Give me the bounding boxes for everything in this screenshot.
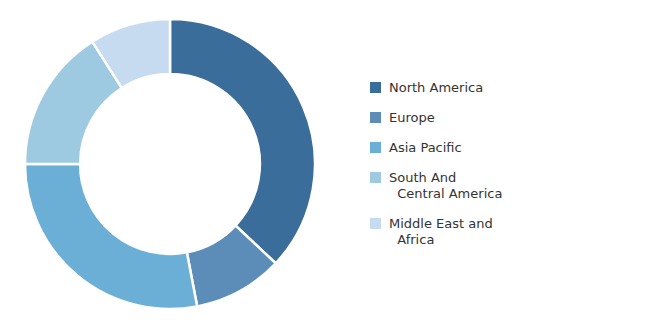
legend-label-line: Asia Pacific [389, 140, 462, 155]
slice [187, 226, 276, 307]
slice [170, 19, 315, 263]
legend-swatch [370, 218, 381, 229]
legend-label-line: Africa [389, 232, 434, 247]
legend-label: Middle East and Africa [389, 216, 493, 247]
legend-swatch [370, 142, 381, 153]
legend-label: Europe [389, 110, 435, 125]
legend: North America Europe Asia Pacific South And… [370, 80, 502, 247]
legend-label: Asia Pacific [389, 140, 462, 155]
legend-item: Asia Pacific [370, 140, 462, 155]
legend-label-line: South And [389, 170, 456, 185]
legend-item: South And Central America [370, 170, 502, 201]
slices [25, 19, 315, 309]
legend-label-line: Middle East and [389, 216, 493, 231]
legend-swatch [370, 112, 381, 123]
legend-item: Middle East and Africa [370, 216, 493, 247]
legend-label: North America [389, 80, 483, 95]
legend-label: South And Central America [389, 170, 502, 201]
slice [92, 19, 170, 88]
legend-swatch [370, 82, 381, 93]
legend-label-line: Europe [389, 110, 435, 125]
legend-item: North America [370, 80, 483, 95]
slice [25, 164, 197, 309]
legend-label-line: Central America [389, 186, 502, 201]
legend-swatch [370, 172, 381, 183]
legend-label-line: North America [389, 80, 483, 95]
legend-item: Europe [370, 110, 435, 125]
chart: North America Europe Asia Pacific South And… [0, 0, 654, 328]
